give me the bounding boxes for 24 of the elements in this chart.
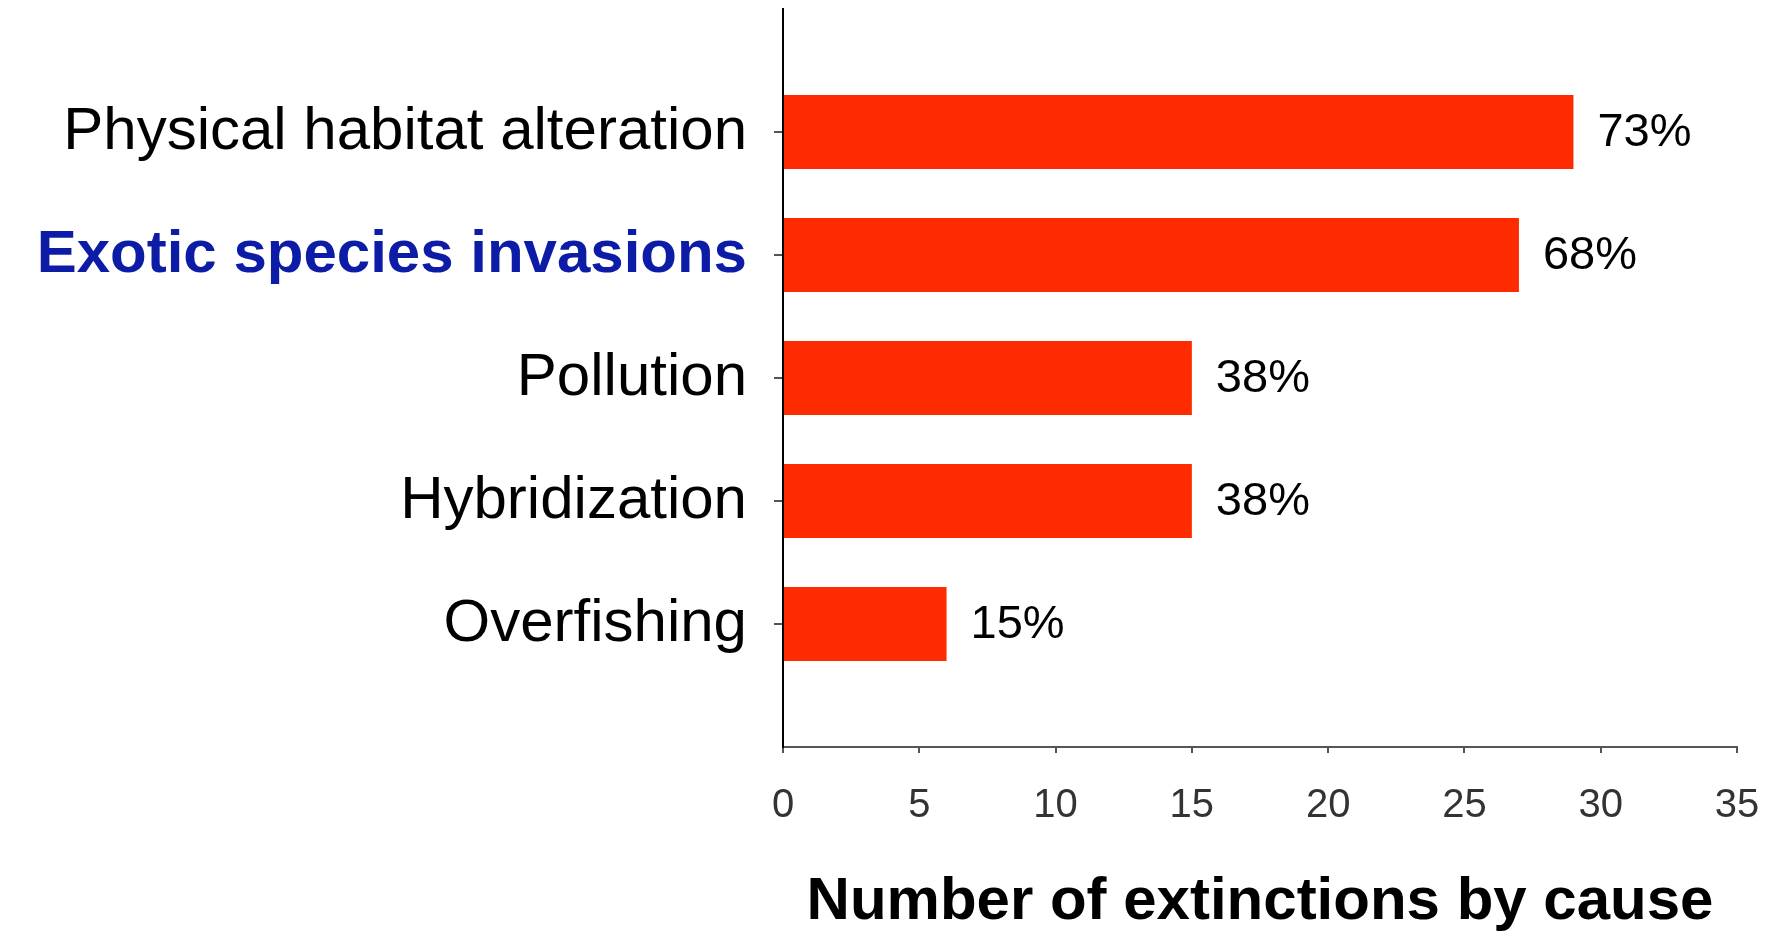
bar xyxy=(784,95,1574,169)
y-tick-label: Overfishing xyxy=(443,586,747,654)
bar xyxy=(784,218,1519,292)
x-tick-label: 25 xyxy=(1442,781,1487,826)
x-tick-label: 15 xyxy=(1169,781,1215,826)
bar xyxy=(784,587,947,661)
x-tick-label: 35 xyxy=(1714,781,1760,826)
bar xyxy=(784,464,1192,538)
y-tick-label: Pollution xyxy=(516,340,747,408)
x-tick-label: 0 xyxy=(771,781,795,826)
x-tick-label: 20 xyxy=(1305,781,1351,826)
x-axis-title: Number of extinctions by cause xyxy=(806,864,1714,932)
x-tick-label: 30 xyxy=(1578,781,1623,826)
x-tick-label: 5 xyxy=(908,781,931,826)
y-tick-label: Hybridization xyxy=(400,463,747,531)
y-tick-label: Physical habitat alteration xyxy=(63,94,747,162)
annotation: 15% xyxy=(970,594,1065,648)
annotation: 68% xyxy=(1542,225,1638,279)
annotation: 73% xyxy=(1597,102,1692,156)
annotation: 38% xyxy=(1215,348,1310,402)
x-tick-label: 10 xyxy=(1033,781,1078,826)
bar xyxy=(784,341,1192,415)
annotation: 38% xyxy=(1215,471,1310,525)
y-tick-label: Exotic species invasions xyxy=(36,217,747,285)
